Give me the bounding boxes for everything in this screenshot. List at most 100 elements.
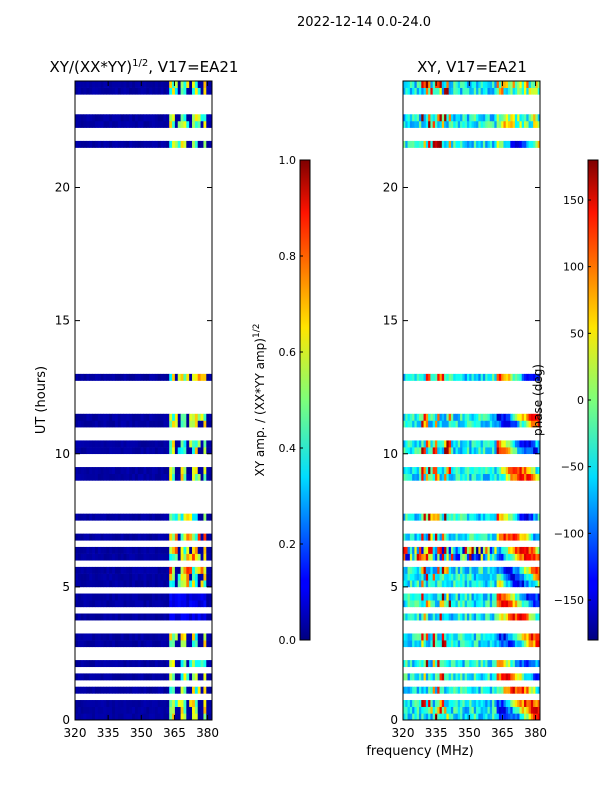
heatmap-cell bbox=[405, 593, 408, 601]
heatmap-cell bbox=[120, 513, 124, 521]
heatmap-cell bbox=[482, 700, 486, 707]
heatmap-cell bbox=[434, 440, 438, 448]
heatmap-cell bbox=[441, 573, 445, 581]
heatmap-cell bbox=[157, 87, 162, 95]
heatmap-cell bbox=[437, 87, 440, 95]
heatmap-cell bbox=[157, 713, 162, 720]
heatmap-cell bbox=[496, 553, 500, 561]
heatmap-cell bbox=[166, 566, 170, 574]
heatmap-cell bbox=[437, 413, 440, 421]
heatmap-cell bbox=[524, 686, 527, 694]
heatmap-cell bbox=[160, 120, 164, 128]
heatmap-cell bbox=[503, 640, 507, 648]
heatmap-cell bbox=[510, 473, 513, 481]
heatmap-cell bbox=[514, 473, 518, 481]
heatmap-cell bbox=[160, 420, 164, 428]
heatmap-cell bbox=[512, 580, 516, 588]
heatmap-cell bbox=[517, 140, 520, 148]
heatmap-cell bbox=[92, 686, 96, 694]
heatmap-cell bbox=[157, 513, 162, 521]
heatmap-cell bbox=[134, 640, 139, 648]
heatmap-cell bbox=[421, 613, 424, 621]
heatmap-cell bbox=[437, 633, 440, 641]
heatmap-cell bbox=[528, 447, 532, 455]
heatmap-cell bbox=[428, 467, 431, 475]
heatmap-cell bbox=[430, 373, 434, 381]
heatmap-cell bbox=[186, 580, 190, 588]
heatmap-cell bbox=[508, 700, 511, 707]
heatmap-cell bbox=[524, 706, 527, 714]
heatmap-cell bbox=[189, 546, 193, 554]
heatmap-cell bbox=[83, 546, 87, 554]
heatmap-cell bbox=[169, 373, 173, 381]
heatmap-cell bbox=[117, 467, 122, 475]
heatmap-cell bbox=[510, 440, 513, 448]
heatmap-cell bbox=[405, 546, 408, 554]
heatmap-cell bbox=[430, 573, 434, 581]
y-tick-label: 15 bbox=[55, 314, 70, 328]
heatmap-cell bbox=[120, 467, 124, 475]
heatmap-cell bbox=[537, 440, 540, 448]
heatmap-cell bbox=[460, 473, 463, 481]
heatmap-cell bbox=[444, 686, 447, 694]
heatmap-cell bbox=[514, 373, 518, 381]
heatmap-cell bbox=[200, 553, 204, 561]
heatmap-cell bbox=[209, 440, 212, 448]
heatmap-cell bbox=[501, 573, 504, 581]
heatmap-cell bbox=[492, 633, 495, 641]
heatmap-cell bbox=[521, 673, 525, 681]
heatmap-cell bbox=[480, 513, 484, 521]
heatmap-cell bbox=[498, 114, 502, 122]
heatmap-cell bbox=[430, 673, 434, 681]
heatmap-cell bbox=[80, 633, 84, 641]
heatmap-cell bbox=[430, 413, 434, 421]
heatmap-cell bbox=[180, 533, 184, 541]
heatmap-cell bbox=[471, 700, 475, 707]
heatmap-cell bbox=[489, 513, 493, 521]
heatmap-cell bbox=[103, 566, 107, 574]
heatmap-cell bbox=[134, 140, 139, 148]
heatmap-cell bbox=[209, 467, 212, 475]
heatmap-cell bbox=[494, 660, 498, 668]
heatmap-cell bbox=[186, 440, 190, 448]
heatmap-cell bbox=[464, 713, 468, 720]
heatmap-cell bbox=[166, 580, 170, 588]
heatmap-cell bbox=[519, 613, 523, 621]
heatmap-cell bbox=[498, 120, 502, 128]
heatmap-cell bbox=[453, 640, 456, 648]
heatmap-cell bbox=[498, 440, 502, 448]
heatmap-cell bbox=[537, 706, 540, 714]
heatmap-cell bbox=[526, 700, 529, 707]
heatmap-cell bbox=[437, 447, 440, 455]
heatmap-cell bbox=[414, 633, 418, 641]
heatmap-cell bbox=[112, 686, 116, 694]
heatmap-cell bbox=[134, 87, 139, 95]
heatmap-cell bbox=[137, 600, 142, 608]
heatmap-cell bbox=[489, 686, 493, 694]
heatmap-cell bbox=[496, 573, 500, 581]
heatmap-cell bbox=[444, 553, 447, 561]
heatmap-cell bbox=[186, 513, 190, 521]
heatmap-cell bbox=[473, 700, 477, 707]
heatmap-cell bbox=[503, 633, 507, 641]
heatmap-cell bbox=[530, 87, 534, 95]
heatmap-cell bbox=[469, 120, 472, 128]
heatmap-cell bbox=[203, 120, 207, 128]
heatmap-cell bbox=[117, 140, 122, 148]
heatmap-cell bbox=[535, 673, 539, 681]
heatmap-cell bbox=[186, 640, 190, 648]
heatmap-cell bbox=[478, 673, 482, 681]
heatmap-cell bbox=[421, 686, 424, 694]
heatmap-cell bbox=[514, 120, 518, 128]
heatmap-cell bbox=[428, 413, 431, 421]
heatmap-cell bbox=[503, 660, 507, 668]
heatmap-cell bbox=[194, 120, 199, 128]
heatmap-cell bbox=[77, 700, 82, 707]
heatmap-cell bbox=[466, 580, 470, 588]
heatmap-cell bbox=[450, 566, 454, 574]
heatmap-cell bbox=[114, 373, 119, 381]
heatmap-cell bbox=[174, 673, 179, 681]
heatmap-cell bbox=[450, 600, 454, 608]
heatmap-cell bbox=[97, 573, 102, 581]
heatmap-cell bbox=[503, 613, 507, 621]
